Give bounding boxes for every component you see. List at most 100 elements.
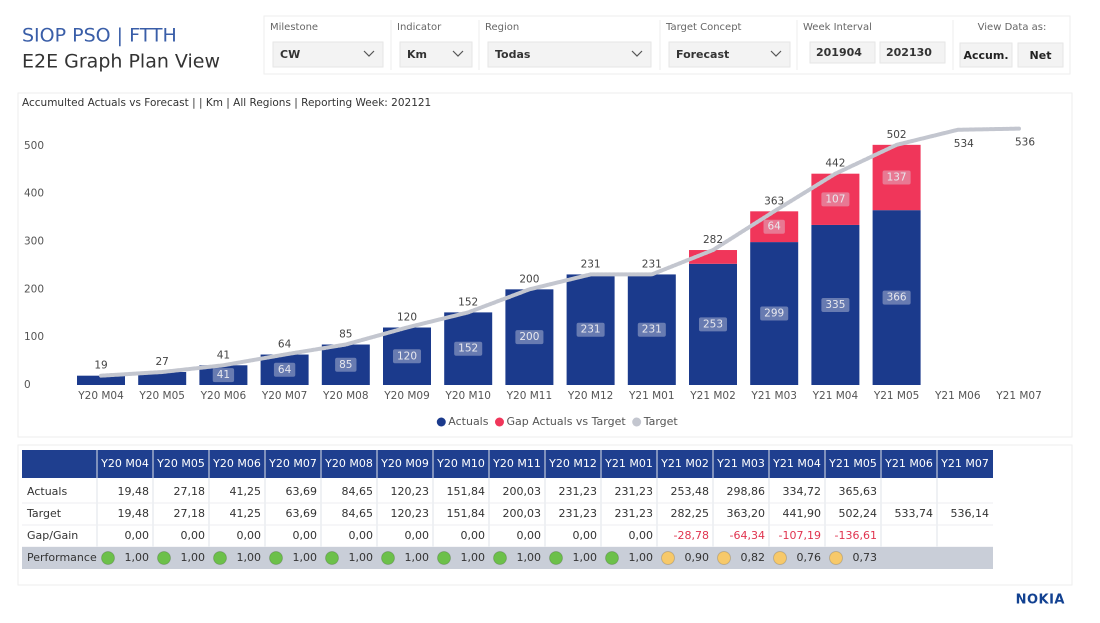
input-value: 201904 — [816, 46, 862, 59]
table-cell: 120,23 — [391, 507, 430, 520]
data-label: 120 — [397, 312, 417, 324]
table-cell: 0,00 — [629, 529, 654, 542]
table-cell: 120,23 — [391, 485, 430, 498]
table-cell: 200,03 — [503, 485, 542, 498]
table-cell: 0,00 — [349, 529, 374, 542]
dropdown[interactable] — [487, 41, 652, 68]
status-icon — [213, 551, 227, 565]
data-label: 534 — [954, 138, 974, 150]
logo: NOKIA — [1016, 593, 1065, 608]
table-cell: 84,65 — [342, 485, 374, 498]
table-cell: 1,00 — [349, 551, 374, 564]
table-cell: 0,00 — [517, 529, 542, 542]
data-label: 282 — [703, 234, 723, 246]
table-cell: 19,48 — [118, 507, 150, 520]
table-cell: 63,69 — [286, 485, 318, 498]
legend-label: Gap Actuals vs Target — [506, 415, 626, 428]
dropdown[interactable] — [668, 41, 791, 68]
legend-label: Actuals — [448, 415, 488, 428]
segment-label-box — [637, 322, 666, 337]
segment-label-box — [882, 170, 911, 185]
table-cell: 1,00 — [293, 551, 318, 564]
table-cell: 1,00 — [461, 551, 486, 564]
segment-label-box — [335, 357, 357, 372]
page-title: SIOP PSO | FTTH — [22, 25, 177, 47]
status-icon — [717, 551, 731, 565]
x-tick-label: Y20 M04 — [77, 390, 124, 402]
segment-label-box — [515, 330, 544, 345]
status-icon — [605, 551, 619, 565]
table-cell: 231,23 — [615, 485, 654, 498]
dropdown[interactable] — [272, 41, 384, 68]
row-background — [22, 547, 993, 569]
bar-segment — [138, 372, 187, 385]
filter-label: Week Interval — [803, 22, 872, 33]
data-label: 536 — [1015, 137, 1035, 149]
table-cell: 502,24 — [839, 507, 878, 520]
toggle-button[interactable] — [959, 42, 1013, 68]
segment-label-box — [576, 322, 605, 337]
data-label: 200 — [519, 273, 539, 285]
table-cell: -107,19 — [779, 529, 821, 542]
segment-label: 85 — [339, 359, 352, 371]
segment-label: 231 — [642, 324, 662, 336]
x-tick-label: Y20 M08 — [322, 390, 369, 402]
column-header: Y20 M06 — [212, 457, 261, 470]
x-tick-label: Y20 M05 — [138, 390, 185, 402]
dropdown-value: Forecast — [676, 48, 729, 61]
column-header: Y20 M05 — [156, 457, 205, 470]
table-cell: 0,00 — [461, 529, 486, 542]
table-cell: -28,78 — [674, 529, 709, 542]
y-tick-label: 300 — [24, 236, 44, 248]
column-header: Y20 M08 — [324, 457, 373, 470]
legend: Actuals Gap Actuals vs Target Target — [436, 415, 678, 428]
y-tick-label: 400 — [24, 188, 44, 200]
data-label: 442 — [825, 158, 845, 170]
input-box[interactable] — [809, 41, 876, 64]
table-cell: 231,23 — [559, 485, 598, 498]
segment-label: 200 — [519, 331, 539, 343]
table-cell: 19,48 — [118, 485, 150, 498]
column-header: Y20 M07 — [268, 457, 317, 470]
input-value: 202130 — [886, 46, 932, 59]
table-header — [22, 450, 993, 478]
chart-title: Accumulted Actuals vs Forecast | | Km | … — [22, 97, 431, 109]
filter-label: Indicator — [397, 22, 442, 33]
table-cell: 365,63 — [839, 485, 878, 498]
segment-label: 152 — [458, 343, 478, 355]
y-tick-label: 500 — [24, 140, 44, 152]
segment-label: 253 — [703, 318, 723, 330]
column-header: Y20 M10 — [436, 457, 485, 470]
input-box[interactable] — [879, 41, 946, 64]
column-header: Y20 M04 — [100, 457, 149, 470]
segment-label: 64 — [278, 364, 292, 376]
segment-label-box — [212, 368, 235, 383]
bar-segment — [444, 312, 493, 385]
filter-label: Milestone — [270, 22, 318, 33]
chevron — [770, 50, 782, 57]
legend-swatch — [632, 417, 642, 427]
x-tick-label: Y20 M11 — [506, 390, 553, 402]
row-label: Target — [26, 507, 62, 520]
segment-label: 64 — [768, 221, 782, 233]
status-icon — [269, 551, 283, 565]
toggle-button[interactable] — [1017, 42, 1064, 68]
legend-swatch — [436, 417, 446, 427]
table-cell: 0,00 — [293, 529, 318, 542]
dropdown-value: Todas — [495, 48, 531, 61]
table-cell: 41,25 — [230, 485, 262, 498]
column-header: Y20 M09 — [380, 457, 429, 470]
toggle-label: Accum. — [963, 49, 1008, 62]
filter-label: View Data as: — [978, 22, 1047, 33]
table-cell: 363,20 — [727, 507, 766, 520]
column-header: Y21 M06 — [884, 457, 933, 470]
segment-label-box — [882, 290, 911, 305]
segment-label: 120 — [397, 350, 417, 362]
x-tick-label: Y20 M10 — [444, 390, 491, 402]
x-tick-label: Y21 M06 — [934, 390, 981, 402]
data-label: 363 — [764, 195, 784, 207]
table-cell: 298,86 — [727, 485, 766, 498]
x-tick-label: Y21 M05 — [873, 390, 920, 402]
target-line — [99, 126, 1021, 378]
